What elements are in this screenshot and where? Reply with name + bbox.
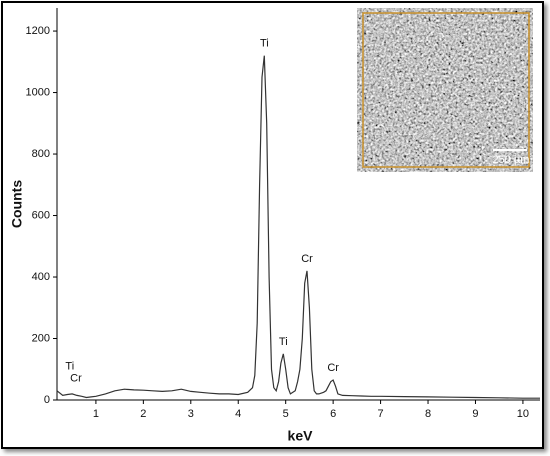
x-tick-label: 6 (330, 408, 336, 420)
peak-label: Ti (279, 336, 288, 348)
x-axis-label: keV (288, 428, 314, 444)
x-tick-label: 4 (235, 408, 241, 420)
peak-label: Cr (301, 253, 313, 265)
spectrum-line (56, 55, 540, 399)
x-tick-label: 9 (472, 408, 478, 420)
peak-label: Cr (327, 362, 339, 374)
y-axis-label: Counts (9, 180, 25, 228)
y-tick-label: 400 (32, 271, 50, 283)
x-tick-label: 3 (188, 408, 194, 420)
inset-border (362, 12, 530, 168)
y-tick-label: 1000 (26, 86, 50, 98)
x-tick-label: 5 (283, 408, 289, 420)
peak-label: Ti (65, 360, 74, 372)
peak-label: Cr (70, 373, 82, 385)
x-tick-label: 2 (140, 408, 146, 420)
scale-label: 250 µm (493, 154, 530, 166)
y-tick-label: 800 (32, 148, 50, 160)
y-tick-label: 600 (32, 209, 50, 221)
inset: 250 µm (357, 8, 533, 172)
y-tick-label: 200 (32, 332, 50, 344)
x-tick-label: 7 (378, 408, 384, 420)
y-tick-label: 0 (44, 394, 50, 406)
x-tick-label: 10 (517, 408, 529, 420)
x-tick-label: 8 (425, 408, 431, 420)
y-tick-label: 1200 (26, 25, 50, 37)
peak-label: Ti (260, 38, 269, 50)
inset-texture (357, 8, 533, 172)
x-tick-label: 1 (93, 408, 99, 420)
